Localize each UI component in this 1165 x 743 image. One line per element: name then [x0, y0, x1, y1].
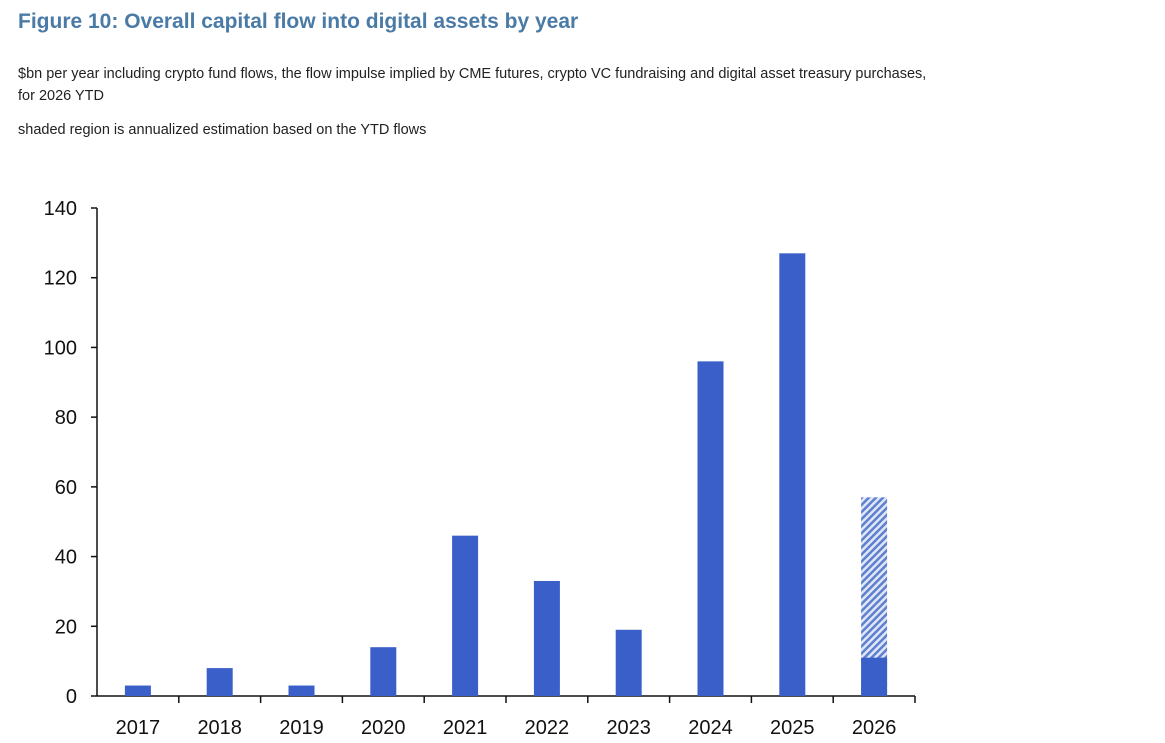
x-tick-label: 2020 [361, 717, 406, 739]
bar-2021 [452, 535, 479, 696]
bar-2024 [697, 361, 724, 696]
bar-2026 [861, 657, 888, 696]
y-tick-label: 60 [55, 477, 77, 499]
x-tick-label: 2019 [279, 717, 324, 739]
x-tick-label: 2018 [197, 717, 242, 739]
y-tick-label: 0 [66, 686, 77, 708]
bar-2023 [615, 629, 642, 696]
bar-2018 [206, 668, 233, 696]
bar-2020 [370, 647, 397, 696]
chart-title: Figure 10: Overall capital flow into dig… [18, 10, 579, 33]
chart-subtitle-line2: for 2026 YTD [18, 88, 104, 104]
bar-2022 [533, 580, 560, 696]
x-tick-label: 2026 [852, 717, 897, 739]
x-tick-label: 2025 [770, 717, 815, 739]
y-tick-label: 80 [55, 407, 77, 429]
x-tick-label: 2022 [525, 717, 570, 739]
x-tick-label: 2024 [688, 717, 733, 739]
y-tick-label: 20 [55, 616, 77, 638]
bar-2025 [779, 253, 806, 697]
chart-subtitle-line3: shaded region is annualized estimation b… [18, 122, 427, 138]
bar-2019 [288, 685, 315, 696]
y-tick-label: 40 [55, 547, 77, 569]
x-tick-label: 2017 [116, 717, 161, 739]
y-tick-label: 100 [44, 337, 77, 359]
y-tick-label: 140 [44, 198, 77, 220]
y-tick-label: 120 [44, 268, 77, 290]
bar-2017 [124, 685, 151, 696]
chart-subtitle-line1: $bn per year including crypto fund flows… [18, 66, 927, 82]
x-tick-label: 2023 [606, 717, 651, 739]
x-tick-label: 2021 [443, 717, 488, 739]
